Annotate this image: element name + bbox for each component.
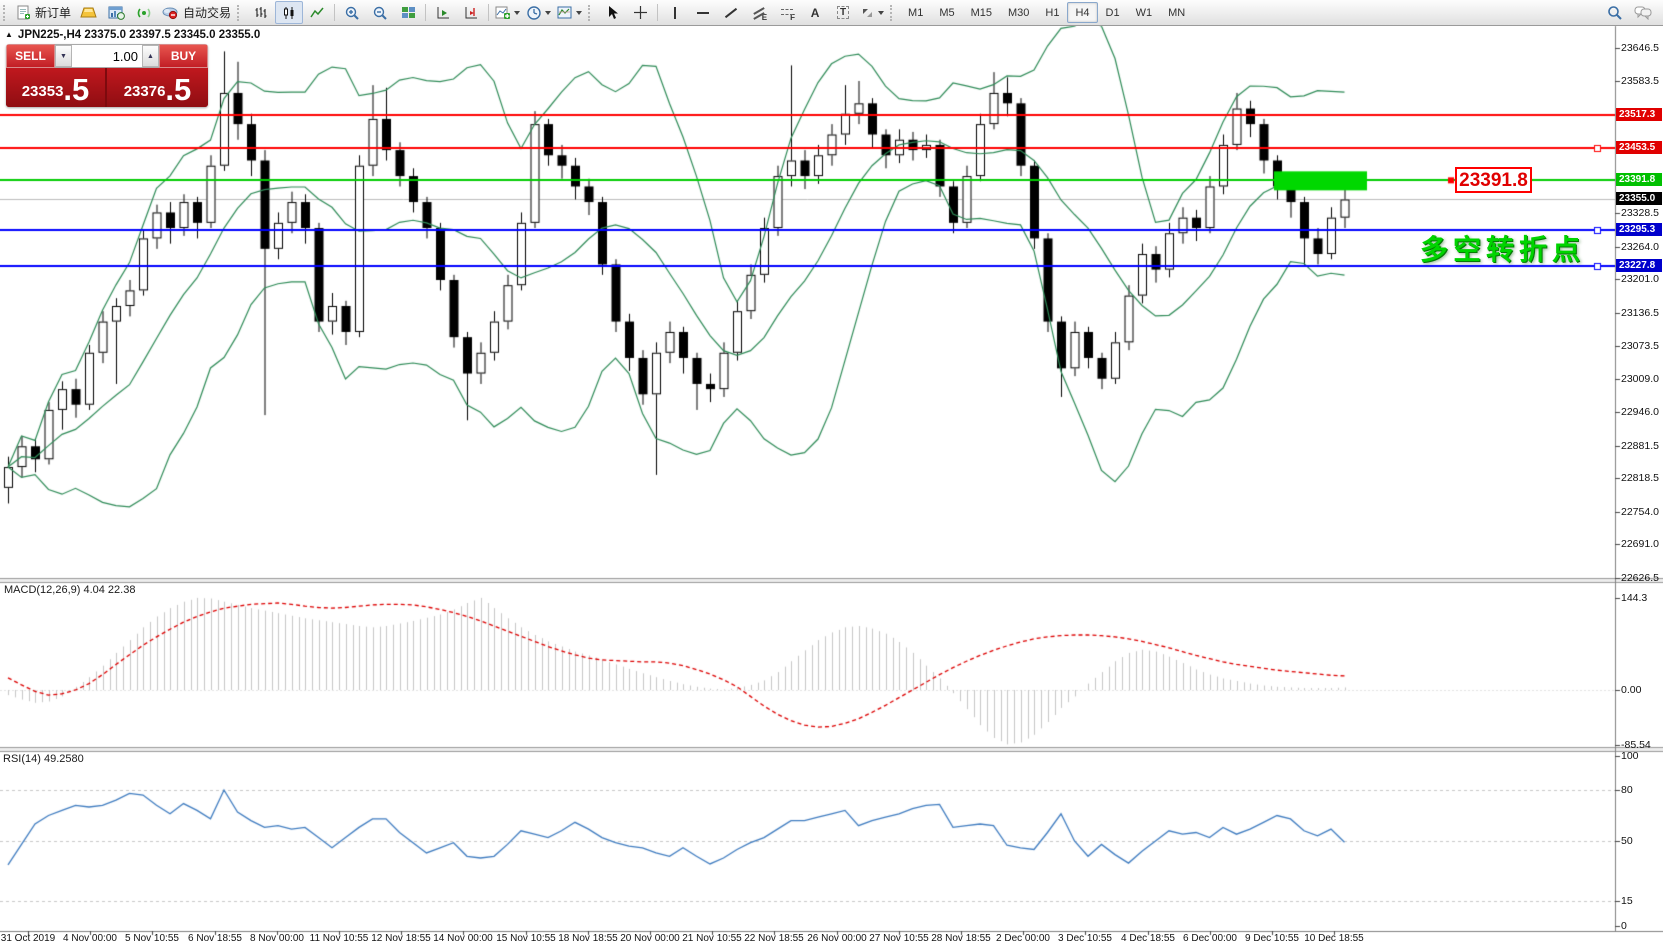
arrows-dropdown-arrow[interactable] bbox=[878, 10, 885, 15]
periods-button[interactable] bbox=[523, 1, 554, 24]
template-icon bbox=[557, 6, 572, 18]
candlestick-icon bbox=[283, 6, 294, 19]
add-indicator-icon bbox=[495, 6, 511, 19]
zoom-out-button[interactable] bbox=[366, 1, 394, 24]
crosshair-tool-button[interactable] bbox=[626, 1, 654, 24]
chat-icon bbox=[1634, 6, 1652, 20]
horizontal-line-tool[interactable] bbox=[689, 1, 717, 24]
fibonacci-tool[interactable]: F bbox=[773, 1, 801, 24]
templates-dropdown-arrow[interactable] bbox=[576, 10, 583, 15]
clock-icon bbox=[527, 5, 541, 20]
sell-price-main: 23353 bbox=[21, 83, 64, 100]
tile-windows-icon bbox=[401, 6, 415, 18]
buy-button[interactable]: BUY bbox=[159, 44, 208, 68]
arrows-icon bbox=[863, 8, 873, 17]
tf-m30[interactable]: M30 bbox=[1008, 6, 1030, 19]
one-click-trading-panel: SELL ▼ 1.00 ▲ BUY 23353.5 23376.5 bbox=[6, 44, 208, 107]
timeframe-group: M1 M5 M15 M30 H1 H4 D1 W1 MN bbox=[900, 2, 1193, 23]
chart-shift-button[interactable] bbox=[457, 1, 485, 24]
search-button[interactable] bbox=[1601, 1, 1629, 24]
signal-icon bbox=[137, 8, 150, 18]
buy-price-fraction: .5 bbox=[165, 72, 192, 107]
toolbar: 新订单 自动交易 bbox=[0, 0, 1663, 26]
trendline-tool[interactable] bbox=[717, 1, 745, 24]
toolbar-grip[interactable] bbox=[890, 4, 897, 21]
trendline-icon bbox=[724, 6, 738, 20]
price-annotation-box[interactable]: 23391.8 bbox=[1455, 167, 1532, 193]
zoom-in-button[interactable] bbox=[338, 1, 366, 24]
periods-dropdown-arrow[interactable] bbox=[545, 10, 552, 15]
sell-price[interactable]: 23353.5 bbox=[6, 68, 107, 107]
auto-scroll-button[interactable] bbox=[429, 1, 457, 24]
chat-button[interactable] bbox=[1629, 1, 1657, 24]
tf-m1[interactable]: M1 bbox=[908, 6, 924, 19]
tf-m15[interactable]: M15 bbox=[970, 6, 992, 19]
gold-icon bbox=[79, 7, 97, 18]
zoom-in-icon bbox=[345, 6, 359, 20]
tile-windows-button[interactable] bbox=[394, 1, 422, 24]
text-label-icon: T bbox=[836, 6, 850, 19]
zoom-out-icon bbox=[373, 6, 387, 20]
autotrading-icon bbox=[162, 7, 178, 19]
bar-chart-icon bbox=[255, 6, 267, 18]
market-watch-button[interactable] bbox=[102, 1, 130, 24]
volume-field: ▼ 1.00 ▲ bbox=[55, 44, 159, 68]
toolbar-grip[interactable] bbox=[237, 4, 244, 21]
new-order-label: 新订单 bbox=[35, 6, 72, 20]
cursor-icon bbox=[608, 6, 618, 19]
buy-price-main: 23376 bbox=[123, 83, 166, 100]
volume-input[interactable]: 1.00 bbox=[112, 48, 138, 64]
cursor-tool-button[interactable] bbox=[598, 1, 626, 24]
auto-scroll-icon bbox=[437, 6, 449, 18]
line-chart-mode-button[interactable] bbox=[303, 1, 331, 24]
candlestick-mode-button[interactable] bbox=[275, 1, 304, 24]
line-chart-icon bbox=[309, 7, 324, 17]
arrows-tool[interactable] bbox=[857, 1, 887, 24]
chart-shift-icon bbox=[465, 6, 477, 18]
autotrading-label: 自动交易 bbox=[183, 6, 232, 20]
horizontal-line-icon bbox=[696, 6, 710, 20]
search-icon bbox=[1608, 5, 1622, 20]
channel-icon: E bbox=[752, 6, 767, 22]
sell-button[interactable]: SELL bbox=[6, 44, 55, 68]
chart-window-icon bbox=[108, 6, 125, 20]
signals-button[interactable] bbox=[130, 1, 158, 24]
vertical-line-icon bbox=[668, 6, 682, 20]
turning-point-annotation[interactable]: 多空转折点 bbox=[1420, 234, 1586, 265]
toolbar-grip[interactable] bbox=[3, 4, 10, 21]
text-tool[interactable]: A bbox=[801, 1, 829, 24]
autotrading-button[interactable]: 自动交易 bbox=[158, 1, 234, 24]
tf-d1[interactable]: D1 bbox=[1105, 6, 1120, 19]
bar-chart-mode-button[interactable] bbox=[247, 1, 275, 24]
fibonacci-icon: F bbox=[780, 6, 795, 22]
tf-m5[interactable]: M5 bbox=[939, 6, 955, 19]
gold-symbol-button[interactable] bbox=[74, 1, 102, 24]
buy-price[interactable]: 23376.5 bbox=[107, 68, 208, 107]
channel-tool[interactable]: E bbox=[745, 1, 773, 24]
tf-w1[interactable]: W1 bbox=[1135, 6, 1153, 19]
templates-button[interactable] bbox=[554, 1, 585, 24]
tf-h1[interactable]: H1 bbox=[1045, 6, 1060, 19]
vertical-line-tool[interactable] bbox=[661, 1, 689, 24]
indicators-button[interactable] bbox=[492, 1, 523, 24]
volume-increase-button[interactable]: ▲ bbox=[142, 45, 159, 67]
text-label-tool[interactable]: T bbox=[829, 1, 857, 24]
tf-h4[interactable]: H4 bbox=[1067, 2, 1098, 23]
sell-price-fraction: .5 bbox=[63, 72, 90, 107]
toolbar-grip[interactable] bbox=[588, 4, 595, 21]
indicators-dropdown-arrow[interactable] bbox=[514, 10, 521, 15]
volume-decrease-button[interactable]: ▼ bbox=[55, 45, 72, 67]
new-order-icon bbox=[17, 5, 30, 20]
text-icon: A bbox=[810, 5, 820, 20]
new-order-button[interactable]: 新订单 bbox=[13, 1, 74, 24]
tf-mn[interactable]: MN bbox=[1168, 6, 1186, 19]
crosshair-icon bbox=[633, 6, 647, 19]
